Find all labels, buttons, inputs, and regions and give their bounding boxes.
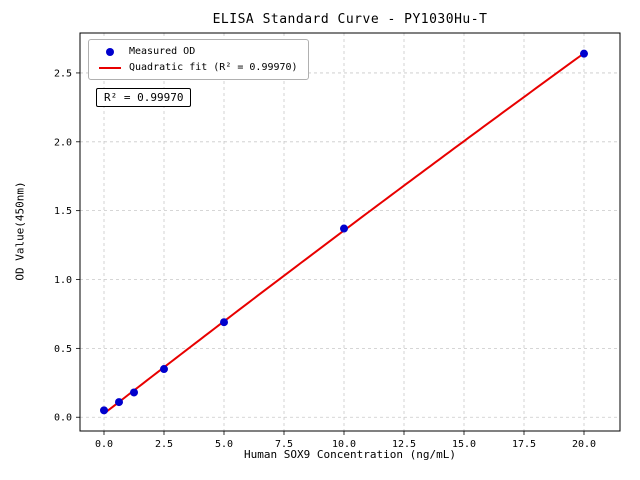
legend: Measured OD Quadratic fit (R² = 0.99970) (88, 39, 309, 80)
data-point (115, 398, 123, 407)
legend-item-measured-od: Measured OD (99, 46, 298, 57)
y-tick-label: 2.0 (54, 137, 72, 148)
legend-item-label: Measured OD (129, 46, 196, 57)
data-point (340, 224, 348, 233)
x-tick-label: 12.5 (392, 439, 416, 450)
x-tick-label: 2.5 (155, 439, 173, 450)
data-point (160, 365, 168, 374)
r-squared-annotation: R² = 0.99970 (96, 88, 192, 107)
data-point (220, 318, 228, 327)
data-point (100, 406, 108, 415)
y-tick-label: 0.0 (54, 413, 72, 424)
legend-line-marker-icon (99, 66, 121, 69)
y-tick-label: 2.5 (54, 68, 72, 79)
legend-item-label: Quadratic fit (R² = 0.99970) (129, 62, 298, 73)
data-point (580, 49, 588, 58)
legend-dot-marker-icon (106, 47, 114, 56)
x-tick-label: 20.0 (572, 439, 596, 450)
x-tick-label: 0.0 (95, 439, 113, 450)
legend-item-quadratic-fit: Quadratic fit (R² = 0.99970) (99, 62, 298, 73)
x-tick-label: 10.0 (332, 439, 356, 450)
y-tick-label: 1.5 (54, 206, 72, 217)
y-axis-label: OD Value(450nm) (13, 181, 27, 281)
data-point (130, 388, 138, 397)
x-tick-label: 7.5 (275, 439, 293, 450)
y-tick-label: 0.5 (54, 344, 72, 355)
x-tick-label: 17.5 (512, 439, 536, 450)
x-tick-label: 5.0 (215, 439, 233, 450)
x-tick-label: 15.0 (452, 439, 476, 450)
chart-title: ELISA Standard Curve - PY1030Hu-T (212, 12, 488, 27)
x-axis-label: Human SOX9 Concentration (ng/mL) (244, 448, 456, 461)
y-tick-label: 1.0 (54, 275, 72, 286)
plot-border (79, 32, 621, 432)
